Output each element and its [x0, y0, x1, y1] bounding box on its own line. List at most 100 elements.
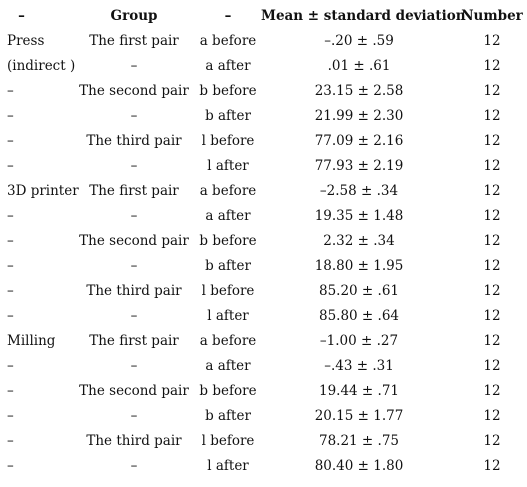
- cell-number: 12: [483, 257, 501, 274]
- cell-method: –: [7, 307, 14, 324]
- cell-mean-sd: .01 ± .61: [327, 57, 391, 74]
- cell-mean-sd: 19.44 ± .71: [318, 382, 399, 399]
- cell-measurement: a before: [199, 32, 257, 49]
- data-table: – Group – Mean ± standard deviation Numb…: [0, 4, 527, 478]
- cell-group: –: [130, 407, 138, 424]
- cell-number: 12: [483, 232, 501, 249]
- cell-method: Press: [7, 32, 45, 49]
- table-row: – – b after 21.99 ± 2.30 12: [0, 103, 527, 128]
- cell-number: 12: [483, 332, 501, 349]
- cell-group: –: [130, 157, 138, 174]
- cell-method: –: [7, 282, 14, 299]
- cell-group: The first pair: [89, 32, 179, 49]
- cell-method: –: [7, 107, 14, 124]
- table-row: – The third pair l before 78.21 ± .75 12: [0, 428, 527, 453]
- cell-mean-sd: 18.80 ± 1.95: [314, 257, 404, 274]
- cell-method: –: [7, 357, 14, 374]
- cell-mean-sd: –.20 ± .59: [324, 32, 394, 49]
- cell-mean-sd: –1.00 ± .27: [319, 332, 399, 349]
- table-row: – – b after 20.15 ± 1.77 12: [0, 403, 527, 428]
- table-header: – Group – Mean ± standard deviation Numb…: [0, 4, 527, 28]
- cell-number: 12: [483, 57, 501, 74]
- cell-number: 12: [483, 282, 501, 299]
- table-row: Press The first pair a before –.20 ± .59…: [0, 28, 527, 53]
- cell-method: –: [7, 157, 14, 174]
- table-row: – The third pair l before 77.09 ± 2.16 1…: [0, 128, 527, 153]
- cell-mean-sd: 80.40 ± 1.80: [314, 457, 404, 474]
- cell-number: 12: [483, 307, 501, 324]
- table-row: – – a after –.43 ± .31 12: [0, 353, 527, 378]
- header-group: Group: [110, 8, 158, 24]
- cell-measurement: l after: [207, 307, 249, 324]
- cell-group: –: [130, 457, 138, 474]
- cell-method: –: [7, 432, 14, 449]
- cell-measurement: l before: [201, 432, 255, 449]
- table-row: – The second pair b before 2.32 ± .34 12: [0, 228, 527, 253]
- cell-number: 12: [483, 182, 501, 199]
- cell-group: –: [130, 57, 138, 74]
- cell-mean-sd: 2.32 ± .34: [323, 232, 395, 249]
- table-row: – – b after 18.80 ± 1.95 12: [0, 253, 527, 278]
- cell-measurement: l before: [201, 282, 255, 299]
- cell-group: The first pair: [89, 332, 179, 349]
- cell-number: 12: [483, 432, 501, 449]
- cell-measurement: b after: [205, 257, 251, 274]
- table-row: – – a after 19.35 ± 1.48 12: [0, 203, 527, 228]
- cell-mean-sd: 77.09 ± 2.16: [314, 132, 404, 149]
- cell-measurement: a before: [199, 332, 257, 349]
- header-method: –: [18, 8, 25, 24]
- cell-method: –: [7, 207, 14, 224]
- cell-method: –: [7, 457, 14, 474]
- cell-measurement: b before: [199, 232, 257, 249]
- cell-group: –: [130, 307, 138, 324]
- cell-number: 12: [483, 107, 501, 124]
- cell-number: 12: [483, 457, 501, 474]
- cell-method: –: [7, 232, 14, 249]
- cell-mean-sd: 85.80 ± .64: [318, 307, 399, 324]
- cell-measurement: a before: [199, 182, 257, 199]
- header-mean-sd: Mean ± standard deviation: [261, 8, 466, 24]
- cell-mean-sd: 20.15 ± 1.77: [314, 407, 404, 424]
- cell-measurement: l after: [207, 457, 249, 474]
- cell-method: –: [7, 382, 14, 399]
- cell-group: –: [130, 207, 138, 224]
- cell-method: –: [7, 257, 14, 274]
- table-row: Milling The first pair a before –1.00 ± …: [0, 328, 527, 353]
- cell-mean-sd: 21.99 ± 2.30: [314, 107, 404, 124]
- cell-group: The second pair: [79, 82, 189, 99]
- cell-measurement: b after: [205, 107, 251, 124]
- cell-number: 12: [483, 32, 501, 49]
- table-row: – The third pair l before 85.20 ± .61 12: [0, 278, 527, 303]
- cell-measurement: b after: [205, 407, 251, 424]
- cell-measurement: a after: [205, 57, 251, 74]
- header-measurement: –: [224, 8, 232, 24]
- cell-group: The second pair: [79, 232, 189, 249]
- cell-mean-sd: 23.15 ± 2.58: [314, 82, 404, 99]
- cell-group: The first pair: [89, 182, 179, 199]
- cell-number: 12: [483, 82, 501, 99]
- cell-measurement: l before: [201, 132, 255, 149]
- cell-number: 12: [483, 132, 501, 149]
- table-row: – – l after 85.80 ± .64 12: [0, 303, 527, 328]
- cell-measurement: l after: [207, 157, 249, 174]
- table-row: – The second pair b before 23.15 ± 2.58 …: [0, 78, 527, 103]
- cell-measurement: a after: [205, 207, 251, 224]
- table-body: Press The first pair a before –.20 ± .59…: [0, 28, 527, 478]
- cell-group: –: [130, 257, 138, 274]
- cell-measurement: b before: [199, 82, 257, 99]
- cell-mean-sd: 77.93 ± 2.19: [314, 157, 404, 174]
- cell-number: 12: [483, 407, 501, 424]
- cell-group: –: [130, 107, 138, 124]
- cell-mean-sd: 19.35 ± 1.48: [314, 207, 404, 224]
- cell-number: 12: [483, 207, 501, 224]
- table-row: – – l after 77.93 ± 2.19 12: [0, 153, 527, 178]
- cell-mean-sd: 78.21 ± .75: [318, 432, 399, 449]
- cell-group: The third pair: [86, 282, 182, 299]
- cell-method: –: [7, 132, 14, 149]
- cell-group: –: [130, 357, 138, 374]
- cell-group: The third pair: [86, 432, 182, 449]
- table-row: – The second pair b before 19.44 ± .71 1…: [0, 378, 527, 403]
- header-number: Number: [461, 8, 523, 24]
- cell-method: –: [7, 407, 14, 424]
- cell-method: (indirect ): [7, 57, 76, 74]
